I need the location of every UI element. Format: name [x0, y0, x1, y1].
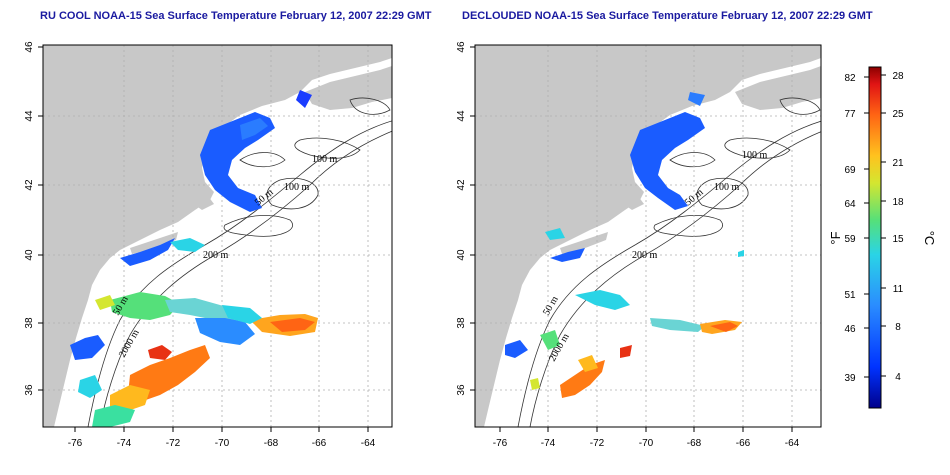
land-mass [43, 45, 392, 427]
sst-patches-right [505, 92, 744, 398]
right-axes [470, 46, 793, 432]
land-mass [475, 45, 821, 427]
celsius-tick: 25 [892, 109, 904, 120]
y-tick-label: 46 [456, 41, 467, 53]
x-tick-label: -64 [785, 438, 800, 449]
x-tick-label: -76 [68, 438, 83, 449]
y-tick-label: 40 [456, 249, 467, 261]
fahrenheit-tick: 51 [844, 290, 856, 301]
y-tick-label: 36 [24, 384, 35, 396]
celsius-tick: 28 [892, 71, 904, 82]
x-tick-label: -74 [117, 438, 132, 449]
celsius-tick: 21 [892, 158, 904, 169]
colorbar-ticks [864, 74, 886, 378]
depth-label: 100 m [714, 182, 740, 193]
x-tick-label: -72 [590, 438, 605, 449]
left-map-frame [42, 44, 393, 428]
long-island [130, 232, 178, 254]
fahrenheit-tick: 46 [844, 324, 856, 335]
y-tick-label: 46 [24, 41, 35, 53]
x-tick-label: -66 [736, 438, 751, 449]
depth-label: 50 m [541, 294, 561, 317]
fahrenheit-tick: 64 [844, 199, 856, 210]
depth-label: 100 m [742, 150, 768, 161]
fahrenheit-tick: 82 [844, 73, 856, 84]
y-tick-label: 44 [24, 110, 35, 122]
fahrenheit-tick: 69 [844, 165, 856, 176]
depth-label: 100 m [284, 182, 310, 193]
long-island [560, 232, 608, 254]
celsius-tick: 11 [893, 284, 904, 295]
x-tick-label: -76 [493, 438, 508, 449]
depth-label: 2000 m [117, 328, 142, 360]
right-map-frame [474, 44, 822, 428]
x-tick-label: -72 [166, 438, 181, 449]
sst-patches-left [70, 90, 318, 427]
y-tick-label: 40 [24, 249, 35, 261]
x-tick-label: -66 [312, 438, 327, 449]
left-map-panel: 100 m 100 m 50 m 200 m 50 m 2000 m [43, 45, 392, 427]
x-tick-label: -68 [264, 438, 279, 449]
celsius-tick: 4 [895, 372, 901, 383]
y-tick-label: 42 [456, 179, 467, 191]
y-tick-label: 38 [456, 317, 467, 329]
y-tick-label: 36 [456, 384, 467, 396]
left-panel-title: RU COOL NOAA-15 Sea Surface Temperature … [40, 10, 432, 22]
fahrenheit-tick: 77 [844, 109, 856, 120]
celsius-tick: 15 [892, 234, 904, 245]
bathymetry-contours [87, 97, 392, 427]
x-tick-label: -64 [361, 438, 376, 449]
x-tick-label: -70 [639, 438, 654, 449]
x-tick-label: -70 [215, 438, 230, 449]
y-tick-label: 44 [456, 110, 467, 122]
left-axes [38, 46, 369, 432]
y-tick-label: 42 [24, 179, 35, 191]
fahrenheit-tick: 59 [844, 234, 856, 245]
lat-lon-grid [43, 45, 392, 427]
cape-cod [625, 196, 644, 210]
nova-scotia-land [735, 66, 821, 110]
depth-label: 100 m [312, 154, 338, 165]
right-panel-title: DECLOUDED NOAA-15 Sea Surface Temperatur… [462, 10, 873, 22]
cape-cod [195, 196, 214, 210]
celsius-tick: 18 [892, 197, 904, 208]
right-map-panel: 100 m 100 m 50 m 200 m 50 m 2000 m [475, 45, 821, 427]
x-tick-label: -68 [687, 438, 702, 449]
celsius-unit-label: °C [922, 231, 937, 246]
celsius-tick: 8 [895, 322, 901, 333]
x-tick-label: -74 [541, 438, 556, 449]
depth-label: 200 m [203, 250, 229, 261]
temperature-colorbar [868, 66, 882, 409]
y-tick-label: 38 [24, 317, 35, 329]
fahrenheit-tick: 39 [844, 373, 856, 384]
depth-label: 200 m [632, 250, 658, 261]
fahrenheit-unit-label: °F [828, 231, 843, 244]
